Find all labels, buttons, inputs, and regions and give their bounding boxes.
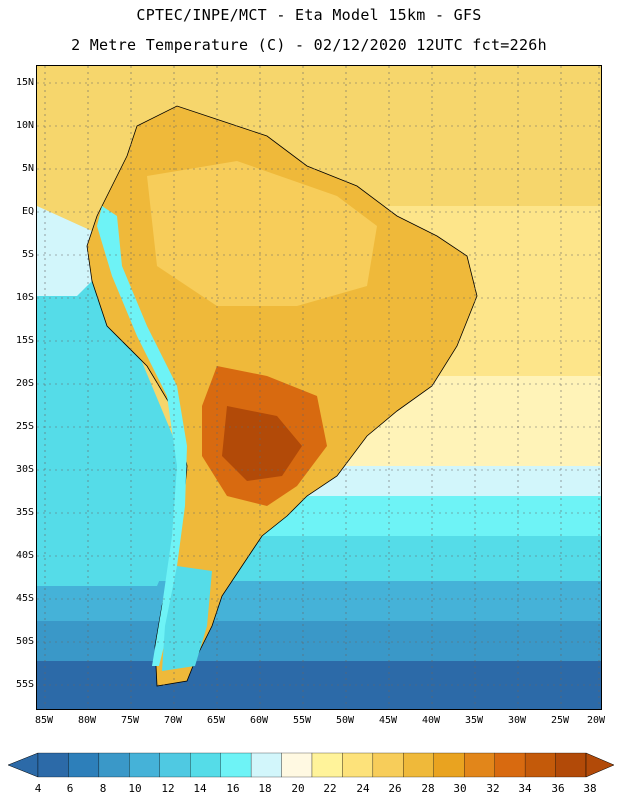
- colorbar-label: 28: [421, 782, 435, 795]
- colorbar-box: [250, 752, 282, 778]
- colorbar-label: 14: [193, 782, 207, 795]
- hottest-core: [222, 406, 302, 481]
- patagonia: [162, 566, 212, 671]
- colorbar-box: [433, 752, 465, 778]
- lat-label: 20S: [15, 378, 34, 389]
- lon-label: 40W: [421, 715, 441, 726]
- map-title-line2: 2 Metre Temperature (C) - 02/12/2020 12U…: [71, 36, 547, 54]
- pacific-cool: [37, 226, 187, 586]
- colorbar-box: [281, 752, 313, 778]
- lon-label: 55W: [292, 715, 312, 726]
- lon-label: 85W: [34, 715, 54, 726]
- colorbar-high-arrow: [585, 752, 615, 778]
- map-svg: [37, 66, 601, 709]
- colorbar-box: [372, 752, 404, 778]
- lat-label: 30S: [15, 464, 34, 475]
- colorbar-box: [524, 752, 556, 778]
- lat-label: 5N: [21, 163, 34, 174]
- lon-label: 50W: [335, 715, 355, 726]
- colorbar-box: [403, 752, 434, 778]
- temperature-map: [36, 65, 602, 710]
- colorbar-box: [190, 752, 221, 778]
- lat-label: 10S: [15, 292, 34, 303]
- lon-label: 75W: [120, 715, 140, 726]
- lat-label: 45S: [15, 593, 34, 604]
- lon-label: 80W: [77, 715, 97, 726]
- lat-label: 55S: [15, 679, 34, 690]
- map-title-line1: CPTEC/INPE/MCT - Eta Model 15km - GFS: [136, 6, 482, 24]
- lat-label: 15S: [15, 335, 34, 346]
- colorbar-label: 38: [583, 782, 597, 795]
- colorbar-label: 18: [258, 782, 272, 795]
- colorbar-label: 24: [356, 782, 370, 795]
- colorbar-label: 4: [34, 782, 42, 795]
- lat-label: 15N: [15, 77, 34, 88]
- lat-label: 40S: [15, 550, 34, 561]
- lat-label: 10N: [15, 120, 34, 131]
- lat-label: 50S: [15, 636, 34, 647]
- lon-label: 60W: [249, 715, 269, 726]
- colorbar-box: [159, 752, 191, 778]
- colorbar-box: [342, 752, 374, 778]
- band-14: [37, 581, 601, 626]
- colorbar-box: [494, 752, 526, 778]
- colorbar-label: 22: [323, 782, 337, 795]
- colorbar-label: 36: [551, 782, 565, 795]
- band-6: [37, 661, 601, 709]
- band-10: [37, 621, 601, 666]
- colorbar-box: [68, 752, 100, 778]
- lon-label: 20W: [586, 715, 606, 726]
- colorbar-label: 34: [518, 782, 532, 795]
- colorbar-box: [37, 752, 69, 778]
- colorbar-box: [311, 752, 343, 778]
- andes-strip: [97, 206, 187, 666]
- colorbar-box: [129, 752, 160, 778]
- lon-label: 35W: [464, 715, 484, 726]
- lon-label: 25W: [550, 715, 570, 726]
- colorbar-label: 30: [453, 782, 467, 795]
- lat-label: 35S: [15, 507, 34, 518]
- lon-label: 30W: [507, 715, 527, 726]
- colorbar-label: 12: [161, 782, 175, 795]
- colorbar-boxes: [37, 752, 587, 778]
- lon-label: 70W: [163, 715, 183, 726]
- colorbar-label: 8: [99, 782, 107, 795]
- colorbar-label: 16: [226, 782, 240, 795]
- colorbar-label: 20: [291, 782, 305, 795]
- amazon-region: [147, 161, 377, 306]
- colorbar-box: [555, 752, 587, 778]
- colorbar-box: [464, 752, 495, 778]
- colorbar-label: 26: [388, 782, 402, 795]
- lat-label: 25S: [15, 421, 34, 432]
- lat-label: 5S: [21, 249, 34, 260]
- colorbar-low-arrow: [7, 752, 39, 778]
- lat-label: EQ: [21, 206, 34, 217]
- gridlines: [37, 66, 601, 709]
- colorbar-box: [98, 752, 130, 778]
- colorbar: [7, 752, 615, 778]
- colorbar-box: [220, 752, 252, 778]
- colorbar-label: 10: [128, 782, 142, 795]
- lon-label: 45W: [378, 715, 398, 726]
- colorbar-label: 32: [486, 782, 500, 795]
- colorbar-label: 6: [66, 782, 74, 795]
- lon-label: 65W: [206, 715, 226, 726]
- pacific-coast: [37, 206, 107, 296]
